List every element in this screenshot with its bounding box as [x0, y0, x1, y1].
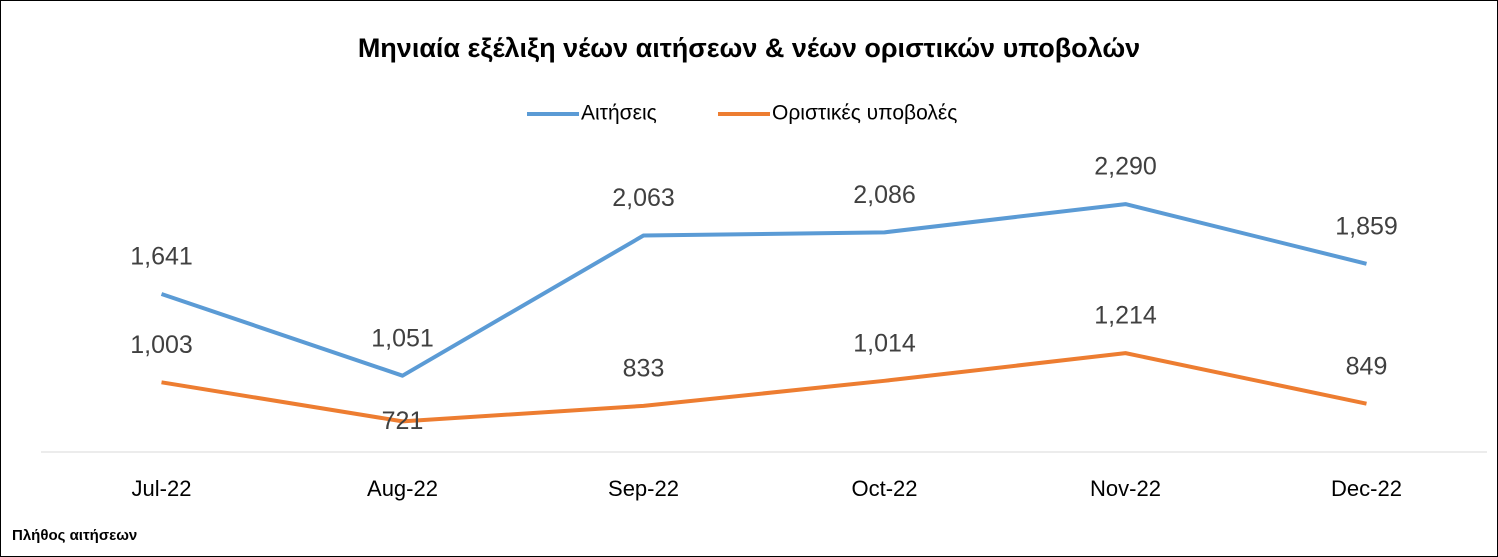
data-label: 2,086: [853, 181, 916, 209]
legend-label: Αιτήσεις: [581, 102, 657, 125]
x-tick-label: Jul-22: [132, 476, 192, 501]
data-label: 1,003: [130, 331, 193, 359]
series-line: [160, 202, 1367, 378]
data-label: 849: [1346, 352, 1388, 380]
data-label: 1,051: [371, 324, 434, 352]
x-tick-label: Oct-22: [851, 476, 917, 501]
x-tick-label: Dec-22: [1331, 476, 1402, 501]
x-tick-label: Sep-22: [608, 476, 679, 501]
data-label: 1,641: [130, 243, 193, 271]
data-label: 833: [623, 354, 665, 382]
data-label: 1,859: [1335, 212, 1398, 240]
data-label: 1,214: [1094, 302, 1157, 330]
footnote: Πλήθος αιτήσεων: [12, 527, 137, 544]
data-label: 721: [382, 407, 424, 435]
data-label: 2,290: [1094, 153, 1157, 181]
series-line: [161, 351, 1367, 424]
x-tick-label: Nov-22: [1090, 476, 1161, 501]
x-tick-label: Aug-22: [367, 476, 438, 501]
data-label: 2,063: [612, 184, 675, 212]
chart-title: Μηνιαία εξέλιξη νέων αιτήσεων & νέων ορι…: [358, 33, 1140, 63]
data-label: 1,014: [853, 329, 916, 357]
legend-label: Οριστικές υποβολές: [772, 102, 957, 125]
